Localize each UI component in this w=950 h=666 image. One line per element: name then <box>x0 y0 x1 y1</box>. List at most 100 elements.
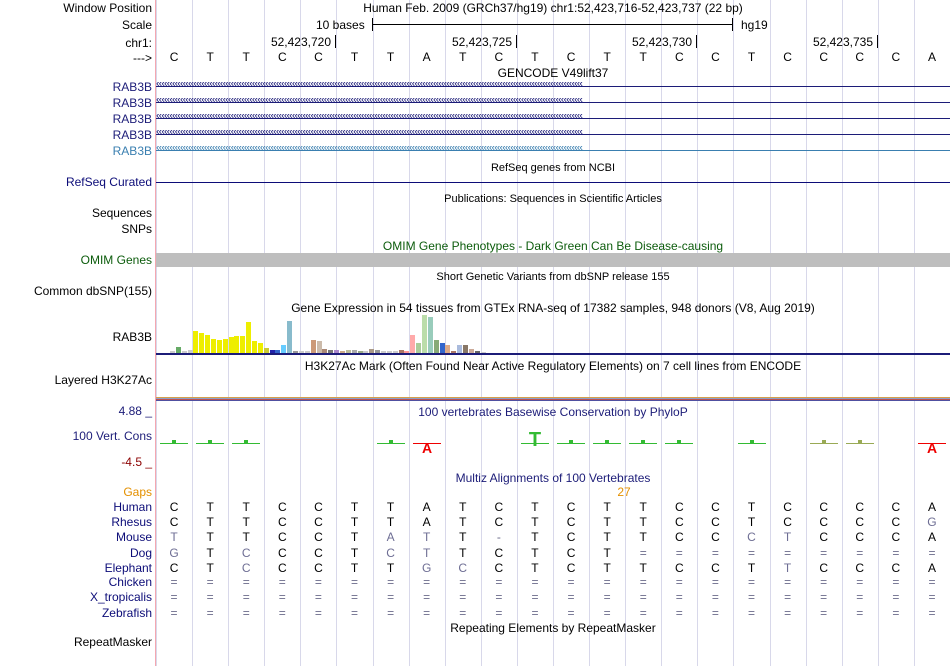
omim-gene-bar[interactable] <box>156 253 950 267</box>
alignment-base-zebrafish: = <box>459 606 467 620</box>
gtex-tissue-bar[interactable] <box>281 345 286 353</box>
gtex-tissue-bar[interactable] <box>176 347 181 353</box>
alignment-base-x_tropicalis: = <box>387 590 395 604</box>
gtex-tissue-bar[interactable] <box>264 348 269 353</box>
label-rab3b-transcript[interactable]: RAB3B <box>112 80 152 94</box>
gtex-tissue-bar[interactable] <box>334 350 339 353</box>
label-rab3b-transcript[interactable]: RAB3B <box>112 112 152 126</box>
gtex-tissue-bar[interactable] <box>293 351 298 353</box>
gtex-tissue-bar[interactable] <box>182 351 187 353</box>
publications-track-title: Publications: Sequences in Scientific Ar… <box>444 193 662 205</box>
gtex-tissue-bar[interactable] <box>469 349 474 353</box>
gtex-tissue-bar[interactable] <box>299 351 304 353</box>
label-refseq-curated[interactable]: RefSeq Curated <box>65 175 152 189</box>
refseq-gene-line[interactable] <box>156 182 950 183</box>
label-gtex-gene[interactable]: RAB3B <box>112 330 152 344</box>
gtex-tissue-bar[interactable] <box>311 340 316 353</box>
track-labels-panel: Window Position Scale chr1: ---> RAB3B RAB3B R… <box>0 0 155 666</box>
gtex-tissue-bar[interactable] <box>193 331 198 353</box>
alignment-base-chicken: = <box>206 575 214 589</box>
gtex-tissue-bar[interactable] <box>270 350 275 353</box>
gtex-tissue-bar[interactable] <box>381 351 386 353</box>
alignment-base-zebrafish: = <box>423 606 431 620</box>
label-cons-bottom: -4.5 _ <box>121 455 152 469</box>
label-rab3b-transcript[interactable]: RAB3B <box>112 96 152 110</box>
label-omim-genes[interactable]: OMIM Genes <box>80 253 152 267</box>
label-common-dbsnp: Common dbSNP(155) <box>33 284 152 298</box>
phylop-baseline-segment <box>160 443 188 444</box>
gtex-tissue-bar[interactable] <box>322 349 327 353</box>
alignment-base-rhesus: T <box>459 515 467 529</box>
gtex-tissue-bar[interactable] <box>375 350 380 353</box>
alignment-base-mouse: C <box>314 530 323 544</box>
gtex-tissue-bar[interactable] <box>199 333 204 353</box>
gtex-tissue-bar[interactable] <box>246 322 251 353</box>
gtex-tissue-bar[interactable] <box>340 351 345 353</box>
gtex-tissue-bar[interactable] <box>217 340 222 353</box>
grid-line <box>156 0 157 666</box>
gtex-tissue-bar[interactable] <box>404 351 409 353</box>
gtex-tissue-bar[interactable] <box>328 350 333 353</box>
alignment-base-x_tropicalis: = <box>784 590 792 604</box>
grid-line <box>264 0 265 666</box>
alignment-base-dog: = <box>639 546 647 560</box>
gtex-tissue-bar[interactable] <box>416 343 421 353</box>
gtex-tissue-bar[interactable] <box>170 351 175 353</box>
alignment-base-elephant: T <box>531 561 539 575</box>
gtex-tissue-bar[interactable] <box>211 339 216 353</box>
gtex-tissue-bar[interactable] <box>346 350 351 353</box>
alignment-base-elephant: C <box>494 561 504 575</box>
gtex-tissue-bar[interactable] <box>457 345 462 353</box>
gtex-tissue-bar[interactable] <box>440 343 445 353</box>
gtex-tissue-bar[interactable] <box>428 317 433 353</box>
alignment-base-elephant: A <box>927 561 936 575</box>
alignment-base-human: T <box>242 500 250 514</box>
gtex-tissue-bar[interactable] <box>422 315 427 353</box>
gene-transcript-rab3b[interactable]: ‹‹‹‹‹‹‹‹‹‹‹‹‹‹‹‹‹‹‹‹‹‹‹‹‹‹‹‹‹‹‹‹‹‹‹‹‹‹‹‹… <box>156 82 950 92</box>
gtex-tissue-bar[interactable] <box>229 337 234 353</box>
alignment-base-dog: = <box>928 546 936 560</box>
alignment-base-rhesus: T <box>206 515 214 529</box>
gene-transcript-rab3b[interactable]: ‹‹‹‹‹‹‹‹‹‹‹‹‹‹‹‹‹‹‹‹‹‹‹‹‹‹‹‹‹‹‹‹‹‹‹‹‹‹‹‹… <box>156 98 950 108</box>
grid-line <box>409 0 410 666</box>
gtex-tissue-bar[interactable] <box>393 351 398 353</box>
alignment-base-dog: C <box>241 546 251 560</box>
gene-transcript-rab3b[interactable]: ‹‹‹‹‹‹‹‹‹‹‹‹‹‹‹‹‹‹‹‹‹‹‹‹‹‹‹‹‹‹‹‹‹‹‹‹‹‹‹‹… <box>156 146 950 156</box>
reference-base: C <box>855 50 865 64</box>
gtex-tissue-bar[interactable] <box>363 351 368 353</box>
coordinate-tick <box>877 35 878 48</box>
gtex-tissue-bar[interactable] <box>205 335 210 353</box>
label-species-dog: Dog <box>129 546 152 560</box>
gtex-tissue-bar[interactable] <box>369 349 374 353</box>
phylop-baseline-segment <box>557 443 585 444</box>
gtex-tissue-bar[interactable] <box>287 321 292 353</box>
gtex-tissue-bar[interactable] <box>223 339 228 353</box>
label-rab3b-transcript[interactable]: RAB3B <box>112 128 152 142</box>
gtex-tissue-bar[interactable] <box>463 345 468 353</box>
gtex-tissue-bar[interactable] <box>434 340 439 353</box>
gtex-tissue-bar[interactable] <box>352 350 357 353</box>
gtex-tissue-bar[interactable] <box>305 351 310 353</box>
gtex-tissue-bar[interactable] <box>188 350 193 353</box>
gtex-tissue-bar[interactable] <box>475 351 480 353</box>
gtex-tissue-bar[interactable] <box>234 336 239 353</box>
gtex-tissue-bar[interactable] <box>445 345 450 353</box>
gtex-tissue-bar[interactable] <box>481 352 486 353</box>
gene-transcript-rab3b[interactable]: ‹‹‹‹‹‹‹‹‹‹‹‹‹‹‹‹‹‹‹‹‹‹‹‹‹‹‹‹‹‹‹‹‹‹‹‹‹‹‹‹… <box>156 114 950 124</box>
gtex-tissue-bar[interactable] <box>252 341 257 353</box>
gtex-tissue-bar[interactable] <box>240 336 245 353</box>
alignment-base-zebrafish: = <box>242 606 250 620</box>
gtex-tissue-bar[interactable] <box>258 343 263 353</box>
gtex-tissue-bar[interactable] <box>387 351 392 353</box>
gene-transcript-rab3b[interactable]: ‹‹‹‹‹‹‹‹‹‹‹‹‹‹‹‹‹‹‹‹‹‹‹‹‹‹‹‹‹‹‹‹‹‹‹‹‹‹‹‹… <box>156 130 950 140</box>
reference-base: T <box>747 50 756 64</box>
label-rab3b-transcript[interactable]: RAB3B <box>112 144 152 158</box>
alignment-base-rhesus: C <box>277 515 287 529</box>
gtex-tissue-bar[interactable] <box>399 350 404 353</box>
gtex-tissue-bar[interactable] <box>275 350 280 353</box>
gtex-tissue-bar[interactable] <box>451 351 456 353</box>
gtex-tissue-bar[interactable] <box>317 341 322 353</box>
label-repeatmasker[interactable]: RepeatMasker <box>73 635 152 649</box>
gtex-tissue-bar[interactable] <box>410 335 415 353</box>
gtex-tissue-bar[interactable] <box>358 351 363 353</box>
